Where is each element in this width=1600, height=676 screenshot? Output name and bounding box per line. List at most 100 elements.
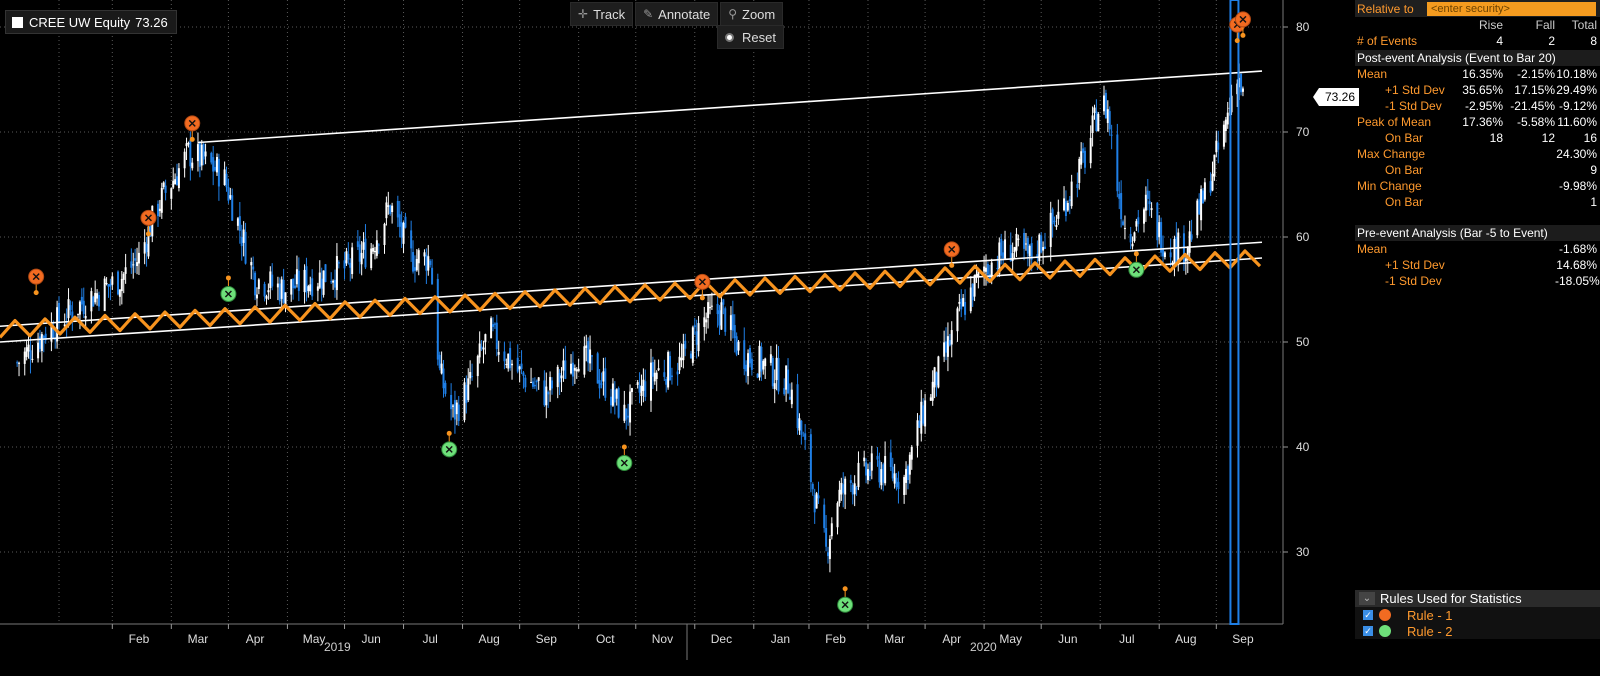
x-tick-label: Sep: [536, 632, 558, 646]
legend-label: CREE UW Equity: [29, 14, 131, 30]
candle-body: [929, 397, 932, 401]
candle-body: [309, 284, 312, 292]
candle-body: [724, 308, 727, 332]
candle-body: [670, 375, 673, 378]
candle-body: [975, 273, 978, 278]
candle-body: [629, 391, 632, 423]
rule-2-checkbox[interactable]: ✓: [1363, 625, 1373, 636]
candle-body: [44, 333, 47, 341]
candle-body: [575, 369, 578, 372]
candle-body: [653, 372, 656, 382]
candle-body: [156, 203, 159, 217]
post-event-row: Min Change -9.98%: [1355, 178, 1600, 194]
candle-body: [897, 481, 900, 490]
annotate-button[interactable]: ✎ Annotate: [635, 2, 719, 26]
candle-body: [1000, 238, 1003, 256]
candle-body: [80, 296, 83, 305]
candle-body: [1177, 232, 1180, 266]
candle-body: [1222, 124, 1225, 147]
candle-body: [229, 195, 232, 199]
rule-1-checkbox[interactable]: ✓: [1363, 609, 1373, 620]
candle-body: [1211, 173, 1214, 191]
candle-body: [84, 315, 87, 319]
magnifier-icon: ⚲: [728, 7, 737, 21]
post-event-row: On Bar 18 12 16: [1355, 130, 1600, 146]
candle-body: [484, 334, 487, 343]
pre-event-row-label: Mean: [1357, 242, 1388, 256]
candle-body: [657, 368, 660, 371]
candle-body: [271, 274, 274, 287]
candle-body: [1137, 217, 1140, 225]
post-event-row-value: 29.49%: [1556, 83, 1597, 97]
candle-body: [613, 389, 616, 403]
event-marker-glyph: [32, 273, 40, 281]
zoom-button[interactable]: ⚲ Zoom: [720, 2, 784, 26]
candle-body: [703, 317, 706, 327]
candle-body: [623, 404, 626, 421]
post-event-rows: Mean 16.35% -2.15% 10.18% +1 Std Dev 35.65% 17…: [1355, 66, 1600, 210]
candle-body: [162, 182, 165, 187]
candle-body: [307, 286, 310, 292]
candle-body: [212, 157, 215, 172]
candle-body: [410, 230, 413, 249]
candle-body: [349, 262, 352, 268]
candle-body: [356, 241, 359, 247]
candle-body: [1158, 222, 1161, 238]
candle-body: [177, 168, 180, 188]
candle-body: [242, 229, 245, 243]
y-tick-label: 50: [1296, 335, 1310, 349]
candle-body: [577, 368, 580, 372]
candle-body: [964, 302, 967, 315]
relative-security-input[interactable]: [1427, 1, 1596, 16]
candle-body: [838, 489, 841, 504]
candle-body: [282, 279, 285, 303]
candle-body: [1198, 199, 1201, 215]
track-button[interactable]: ✛ Track: [570, 2, 634, 26]
candle-body: [720, 302, 723, 330]
candle-body: [134, 258, 137, 261]
candle-body: [729, 315, 732, 330]
post-event-row: Max Change 24.30%: [1355, 146, 1600, 162]
candle-body: [708, 306, 711, 309]
reset-button[interactable]: Reset: [717, 25, 784, 49]
candle-body: [1156, 202, 1159, 241]
candle-body: [358, 244, 361, 262]
event-marker-glyph: [620, 459, 628, 467]
candle-body: [322, 270, 325, 295]
event-dot: [949, 262, 955, 268]
x-tick-label: Apr: [942, 632, 961, 646]
candle-body: [678, 356, 681, 371]
candle-body: [491, 324, 494, 327]
candle-body: [530, 382, 533, 384]
x-tick-label: Jun: [1058, 632, 1077, 646]
post-event-row-value: 24.30%: [1556, 147, 1597, 161]
candle-body: [1002, 252, 1005, 259]
candle-body: [480, 346, 483, 349]
event-dot: [189, 136, 195, 142]
candle-body: [69, 305, 72, 311]
candle-body: [200, 144, 203, 166]
x-tick-label: Apr: [246, 632, 265, 646]
security-legend: CREE UW Equity 73.26: [5, 10, 177, 34]
candle-body: [697, 323, 700, 352]
x-tick-label: Mar: [884, 632, 905, 646]
rule-2-row: ✓ Rule - 2: [1355, 623, 1600, 639]
candle-body: [1230, 95, 1233, 113]
event-stats-panel: Relative to Rise Fall Total # of Events …: [1355, 0, 1600, 676]
candle-body: [804, 433, 807, 440]
candle-body: [431, 267, 434, 285]
candle-body: [63, 324, 66, 327]
x-tick-label: Dec: [711, 632, 732, 646]
rules-header[interactable]: ⌄ Rules Used for Statistics: [1355, 590, 1600, 607]
candle-body: [132, 264, 135, 266]
candle-body: [602, 371, 605, 382]
candle-body: [23, 351, 26, 364]
candle-body: [1123, 228, 1126, 230]
collapse-chevron-icon[interactable]: ⌄: [1359, 592, 1375, 605]
candle-body: [906, 466, 909, 481]
x-tick-label: Nov: [652, 632, 673, 646]
candle-body: [276, 283, 279, 288]
candle-body: [495, 322, 498, 350]
candle-body: [870, 453, 873, 471]
